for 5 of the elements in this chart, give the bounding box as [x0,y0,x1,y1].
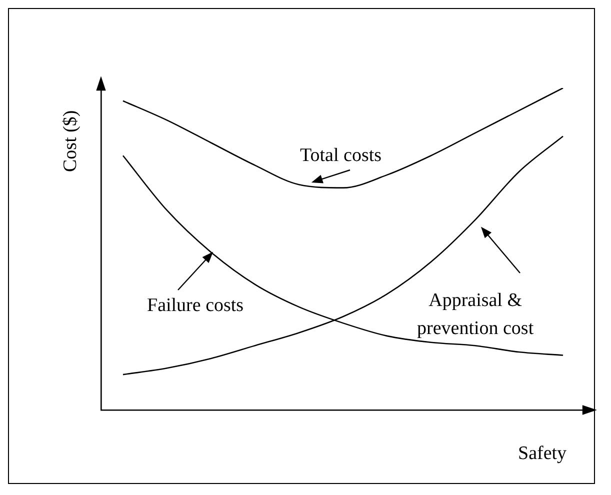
annotation: Total costs [300,144,382,168]
x-axis-title: Safety [518,442,567,466]
y-axis-title: Cost ($) [59,110,82,172]
annotation: Failure costs [147,294,244,318]
annotation: Appraisal & prevention cost [417,289,534,341]
